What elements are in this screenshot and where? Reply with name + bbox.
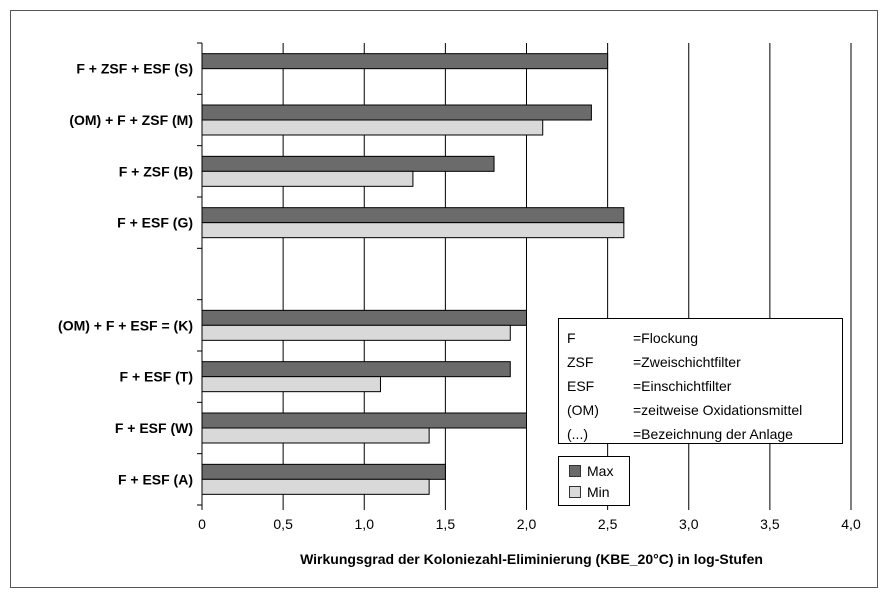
bar-max bbox=[201, 361, 511, 378]
category-label: F + ZSF (B) bbox=[119, 163, 193, 179]
abbreviation-definition: =Bezeichnung der Anlage bbox=[633, 426, 793, 442]
bar-max bbox=[201, 53, 609, 70]
abbreviation-key: ESF bbox=[567, 378, 595, 394]
bar-min bbox=[201, 170, 414, 187]
abbreviation-key: F bbox=[567, 330, 576, 346]
abbreviation-row: F =Flockung bbox=[567, 326, 842, 350]
x-axis-title: Wirkungsgrad der Koloniezahl-Eliminierun… bbox=[300, 551, 763, 567]
bar-max bbox=[201, 463, 446, 480]
category-label: (OM) + F + ZSF (M) bbox=[69, 112, 193, 128]
category-label: F + ZSF + ESF (S) bbox=[76, 61, 193, 77]
abbreviation-definition: =zeitweise Oxidationsmittel bbox=[633, 402, 803, 418]
abbreviation-definition: =Zweischichtfilter bbox=[633, 354, 741, 370]
category-label: F + ESF (G) bbox=[117, 215, 193, 231]
bar-min bbox=[201, 478, 430, 495]
bar-max bbox=[201, 412, 527, 429]
legend-swatch-max bbox=[569, 464, 581, 477]
abbreviation-row: (...) =Bezeichnung der Anlage bbox=[567, 422, 842, 446]
bar-max bbox=[201, 309, 527, 326]
x-tick-label: 4,0 bbox=[841, 516, 861, 532]
bar-min bbox=[201, 222, 625, 239]
abbreviation-definition: =Flockung bbox=[633, 330, 698, 346]
x-tick-label: 2,5 bbox=[598, 516, 618, 532]
bar-min bbox=[201, 376, 381, 393]
category-label: (OM) + F + ESF = (K) bbox=[58, 317, 193, 333]
abbreviation-key: ZSF bbox=[567, 354, 594, 370]
legend-swatch-min bbox=[569, 485, 581, 498]
bar-max bbox=[201, 104, 592, 121]
abbreviation-key: (OM) bbox=[567, 402, 599, 418]
abbreviation-row: ZSF =Zweischichtfilter bbox=[567, 350, 842, 374]
legend-label-min: Min bbox=[587, 483, 610, 500]
category-label: F + ESF (W) bbox=[115, 420, 193, 436]
x-tick-label: 3,0 bbox=[679, 516, 699, 532]
series-legend: Max Min bbox=[558, 456, 630, 506]
x-tick-label: 0 bbox=[198, 516, 206, 532]
abbreviation-key: (...) bbox=[567, 426, 588, 442]
abbreviation-definition: =Einschichtfilter bbox=[633, 378, 732, 394]
bar-min bbox=[201, 119, 544, 136]
x-tick-label: 2,0 bbox=[517, 516, 537, 532]
bar-max bbox=[201, 155, 495, 172]
x-tick-label: 3,5 bbox=[760, 516, 780, 532]
bar-min bbox=[201, 427, 430, 444]
bar-min bbox=[201, 324, 511, 341]
abbreviation-row: (OM) =zeitweise Oxidationsmittel bbox=[567, 398, 842, 422]
category-label: F + ESF (A) bbox=[118, 471, 193, 487]
x-tick-label: 1,0 bbox=[355, 516, 375, 532]
abbreviation-row: ESF =Einschichtfilter bbox=[567, 374, 842, 398]
legend-item-max: Max bbox=[569, 460, 629, 481]
category-label: F + ESF (T) bbox=[120, 369, 194, 385]
x-tick-label: 1,5 bbox=[436, 516, 456, 532]
legend-item-min: Min bbox=[569, 481, 629, 502]
bar-max bbox=[201, 207, 625, 224]
x-tick-label: 0,5 bbox=[273, 516, 293, 532]
legend-label-max: Max bbox=[587, 462, 614, 479]
abbreviation-legend: F =Flockung ZSF =Zweischichtfilter ESF =Ein… bbox=[558, 318, 843, 444]
chart-frame bbox=[10, 10, 878, 588]
